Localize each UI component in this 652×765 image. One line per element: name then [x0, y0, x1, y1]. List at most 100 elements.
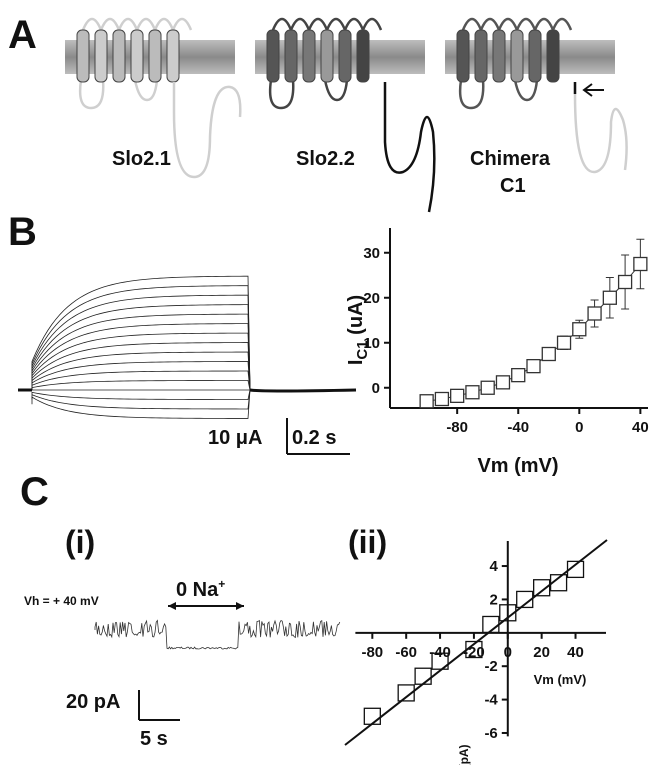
scale-label: 5 s: [140, 728, 168, 750]
x-tick-label: -80: [446, 419, 468, 436]
solution-label: 0 Na+: [176, 577, 225, 601]
helix: [356, 29, 370, 83]
current-trace: [31, 332, 251, 391]
loop: [81, 17, 193, 31]
y-tick-label: 10: [363, 335, 380, 352]
x-tick-label: -60: [395, 644, 417, 661]
current-trace: [31, 304, 251, 391]
loop: [458, 79, 539, 110]
helix: [456, 29, 470, 83]
y-tick-label: 20: [363, 290, 380, 307]
panel-label: B: [8, 210, 37, 254]
subpanel-label: (i): [65, 524, 95, 560]
current-trace: [31, 323, 251, 391]
point: [363, 707, 381, 725]
helix: [528, 29, 542, 83]
point: [549, 574, 568, 592]
current-trace: [31, 380, 251, 391]
current-trace: [31, 370, 251, 391]
scale-label: 0.2 s: [292, 427, 336, 449]
y-label-unit: (uA): [345, 295, 367, 341]
current-trace: [31, 351, 251, 391]
x-axis-label: Vm (mV): [477, 455, 558, 477]
helix: [130, 29, 144, 83]
point: [450, 388, 465, 404]
topology-diagrams: [65, 17, 628, 213]
point: [511, 367, 526, 383]
holding-potential: Vh = + 40 mV: [24, 594, 99, 608]
helix: [546, 29, 560, 83]
point: [397, 684, 415, 702]
current-traces: [18, 275, 357, 650]
point: [434, 391, 450, 407]
single-channel-trace: [94, 619, 341, 650]
point: [526, 358, 541, 374]
construct-label: Chimera: [470, 148, 551, 170]
point: [482, 615, 500, 634]
y-tick-label: 30: [363, 245, 380, 262]
point: [419, 394, 434, 409]
helix: [148, 29, 162, 83]
helix: [302, 29, 316, 83]
panel-label: C: [20, 470, 49, 514]
point: [431, 652, 449, 670]
helix: [94, 29, 108, 83]
helix: [266, 29, 280, 83]
iv-curve: [426, 263, 641, 402]
point: [556, 335, 572, 350]
subpanel-label: (ii): [348, 524, 387, 560]
x-tick-label: 0: [504, 644, 512, 661]
x-axis-label: Vm (mV): [534, 672, 587, 687]
loop: [271, 17, 383, 31]
y-tick-label: 4: [489, 558, 498, 575]
helix: [474, 29, 488, 83]
current-trace: [31, 342, 251, 391]
scale-label: 20 pA: [66, 691, 120, 713]
x-tick-label: -40: [507, 419, 529, 436]
panel-label: A: [8, 13, 37, 57]
point: [566, 560, 585, 579]
point: [499, 604, 517, 622]
point: [465, 640, 483, 659]
point: [414, 667, 432, 685]
x-tick-label: -80: [361, 644, 383, 661]
solution-text: 0 Na: [176, 579, 219, 601]
y-tick-label: -6: [484, 725, 497, 742]
arrow-head: [168, 602, 244, 610]
current-trace: [31, 294, 251, 391]
helix: [76, 29, 90, 83]
solution-sup: +: [218, 577, 225, 591]
x-tick-label: 0: [575, 419, 583, 436]
c-terminus: [172, 82, 242, 179]
helix: [492, 29, 506, 83]
holding-trace: [18, 388, 357, 393]
x-tick-label: 20: [533, 644, 550, 661]
current-trace: [31, 389, 251, 419]
loop: [268, 79, 349, 110]
arrow: [582, 83, 604, 97]
y-label-sub: C1: [354, 340, 371, 359]
scale-label: 10 μA: [208, 427, 262, 449]
construct-label: Slo2.2: [296, 148, 355, 170]
y-axis-label: iC1 (pA): [455, 744, 476, 765]
current-trace: [31, 389, 251, 410]
current-trace: [31, 389, 251, 400]
helix: [338, 29, 352, 83]
y-tick-label: 0: [372, 380, 380, 397]
loop: [461, 17, 573, 31]
x-tick-label: -20: [463, 644, 485, 661]
loop: [78, 79, 159, 110]
helix: [112, 29, 126, 83]
y-label-unit: (pA): [457, 744, 471, 765]
current-trace: [31, 361, 251, 391]
c-terminus: [573, 82, 628, 174]
point: [633, 256, 648, 272]
y-tick-label: 2: [489, 591, 497, 608]
x-tick-label: 40: [632, 419, 649, 436]
helix: [320, 29, 334, 83]
x-tick-label: -40: [429, 644, 451, 661]
helix: [284, 29, 298, 83]
current-trace: [31, 285, 251, 391]
point: [617, 274, 633, 290]
construct-label: C1: [500, 175, 526, 197]
